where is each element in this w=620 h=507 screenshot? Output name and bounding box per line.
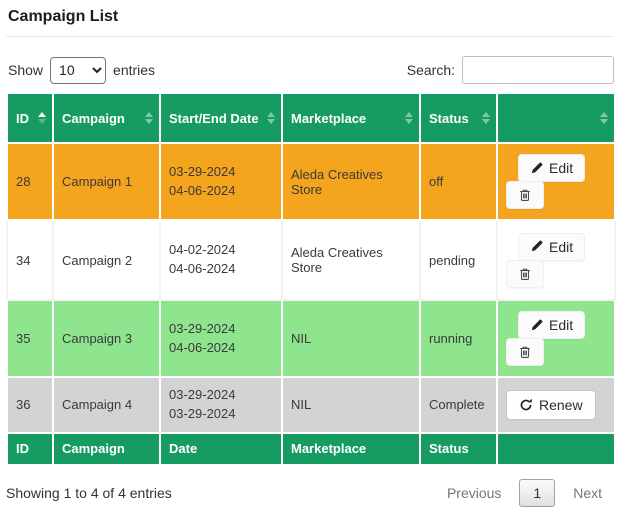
sort-icon xyxy=(405,112,413,124)
cell-id: 35 xyxy=(6,299,54,378)
footer-col-id: ID xyxy=(6,431,54,466)
page-size-select[interactable]: 10 xyxy=(50,56,107,84)
cell-id: 36 xyxy=(6,376,54,434)
cell-date: 03-29-2024 04-06-2024 xyxy=(159,142,283,221)
cell-status: running xyxy=(419,299,498,378)
entries-info: Showing 1 to 4 of 4 entries xyxy=(6,484,172,501)
cell-status: Complete xyxy=(419,376,498,434)
next-page-button[interactable]: Next xyxy=(573,484,602,501)
cell-actions: Edit xyxy=(496,299,616,378)
cell-campaign: Campaign 4 xyxy=(52,376,161,434)
footer-col-actions xyxy=(496,431,616,466)
header-row: ID Campaign Start/End Date Marketplace S… xyxy=(6,92,616,144)
renew-button[interactable]: Renew xyxy=(506,389,596,420)
cell-id: 34 xyxy=(6,219,54,301)
sort-asc-icon xyxy=(38,112,46,124)
cell-actions: Edit xyxy=(496,219,616,301)
cell-campaign: Campaign 1 xyxy=(52,142,161,221)
search-label: Search: xyxy=(406,62,455,78)
previous-page-button[interactable]: Previous xyxy=(446,484,502,501)
cell-marketplace: NIL xyxy=(281,376,421,434)
edit-button[interactable]: Edit xyxy=(518,154,586,182)
search-input[interactable] xyxy=(462,56,614,84)
column-header-marketplace[interactable]: Marketplace xyxy=(281,92,421,144)
table-row: 28 Campaign 1 03-29-2024 04-06-2024 Aled… xyxy=(6,142,616,221)
entries-label: entries xyxy=(113,62,156,78)
cell-campaign: Campaign 2 xyxy=(52,219,161,301)
title-divider xyxy=(6,36,614,37)
cell-marketplace: Aleda Creatives Store xyxy=(281,142,421,221)
footer-col-campaign: Campaign xyxy=(52,431,161,466)
table-controls: Show 10 entries Search: xyxy=(6,56,614,84)
cell-actions: Edit xyxy=(496,142,616,221)
table-footer: Showing 1 to 4 of 4 entries Previous 1 N… xyxy=(6,478,614,507)
column-header-campaign[interactable]: Campaign xyxy=(52,92,161,144)
delete-button[interactable] xyxy=(506,181,544,209)
footer-col-marketplace: Marketplace xyxy=(281,431,421,466)
column-header-status[interactable]: Status xyxy=(419,92,498,144)
cell-id: 28 xyxy=(6,142,54,221)
column-header-id[interactable]: ID xyxy=(6,92,54,144)
pencil-icon xyxy=(531,162,543,173)
delete-button[interactable] xyxy=(506,259,544,288)
trash-icon xyxy=(520,189,530,201)
cell-status: pending xyxy=(419,219,498,301)
pagination: Previous 1 Next xyxy=(435,478,614,507)
footer-header-row: ID Campaign Date Marketplace Status xyxy=(6,431,616,466)
trash-icon xyxy=(520,346,530,358)
column-header-date[interactable]: Start/End Date xyxy=(159,92,283,144)
cell-marketplace: Aleda Creatives Store xyxy=(281,219,421,301)
column-header-actions[interactable] xyxy=(496,92,616,144)
footer-col-date: Date xyxy=(159,431,283,466)
cell-marketplace: NIL xyxy=(281,299,421,378)
cell-campaign: Campaign 3 xyxy=(52,299,161,378)
delete-button[interactable] xyxy=(506,338,544,366)
cell-date: 03-29-2024 03-29-2024 xyxy=(159,376,283,434)
table-row: 36 Campaign 4 03-29-2024 03-29-2024 NIL … xyxy=(6,376,616,434)
sort-icon xyxy=(267,112,275,124)
table-row: 35 Campaign 3 03-29-2024 04-06-2024 NIL … xyxy=(6,299,616,378)
cell-status: off xyxy=(419,142,498,221)
sort-icon xyxy=(482,112,490,124)
table-row: 34 Campaign 2 04-02-2024 04-06-2024 Aled… xyxy=(6,219,616,301)
current-page-button[interactable]: 1 xyxy=(519,478,556,507)
cell-date: 04-02-2024 04-06-2024 xyxy=(159,219,283,301)
search-control: Search: xyxy=(407,56,614,84)
pencil-icon xyxy=(531,240,543,252)
cell-actions: Renew xyxy=(496,376,616,434)
sort-icon xyxy=(145,112,153,124)
trash-icon xyxy=(520,268,530,280)
footer-col-status: Status xyxy=(419,431,498,466)
cell-date: 03-29-2024 04-06-2024 xyxy=(159,299,283,378)
page-title: Campaign List xyxy=(8,8,119,25)
pencil-icon xyxy=(531,319,543,330)
show-label: Show xyxy=(8,62,44,78)
edit-button[interactable]: Edit xyxy=(518,232,586,261)
refresh-icon xyxy=(520,398,532,411)
campaign-table: ID Campaign Start/End Date Marketplace S… xyxy=(6,92,616,466)
page-length-control: Show 10 entries xyxy=(6,56,156,84)
sort-icon xyxy=(600,112,608,124)
edit-button[interactable]: Edit xyxy=(518,311,586,339)
